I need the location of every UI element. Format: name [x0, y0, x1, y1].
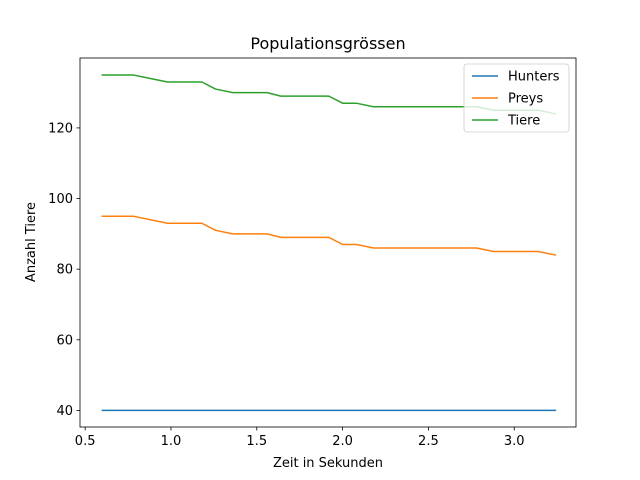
x-tick-label: 2.5 [418, 434, 439, 449]
y-axis: 40 60 80 100 120 [48, 121, 80, 419]
y-tick-label: 60 [56, 333, 73, 348]
legend-label-1: Preys [508, 92, 543, 107]
axes-frame [79, 57, 577, 428]
x-tick-label: 1.5 [246, 434, 267, 449]
legend-box [463, 63, 570, 133]
legend-label-0: Hunters [508, 70, 560, 85]
legend: Hunters Preys Tiere [463, 63, 570, 133]
plot-area [79, 57, 577, 428]
y-tick-label: 40 [56, 404, 73, 419]
x-tick-label: 2.0 [332, 434, 353, 449]
x-tick-label: 1.0 [161, 434, 182, 449]
x-axis-label: Zeit in Sekunden [273, 456, 383, 471]
x-tick-label: 0.5 [75, 434, 96, 449]
y-tick-label: 120 [48, 121, 73, 136]
chart-title: Populationsgrössen [250, 34, 405, 53]
x-axis: 0.5 1.0 1.5 2.0 2.5 3.0 [75, 427, 525, 449]
y-tick-label: 100 [48, 192, 73, 207]
legend-label-2: Tiere [507, 114, 540, 129]
x-tick-label: 3.0 [504, 434, 525, 449]
series-line-1 [101, 215, 557, 256]
y-tick-label: 80 [56, 263, 73, 278]
y-axis-label: Anzahl Tiere [24, 202, 39, 282]
